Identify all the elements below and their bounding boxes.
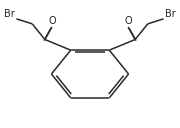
Text: O: O	[48, 16, 56, 26]
Text: Br: Br	[4, 9, 15, 19]
Text: Br: Br	[165, 9, 176, 19]
Text: O: O	[124, 16, 132, 26]
